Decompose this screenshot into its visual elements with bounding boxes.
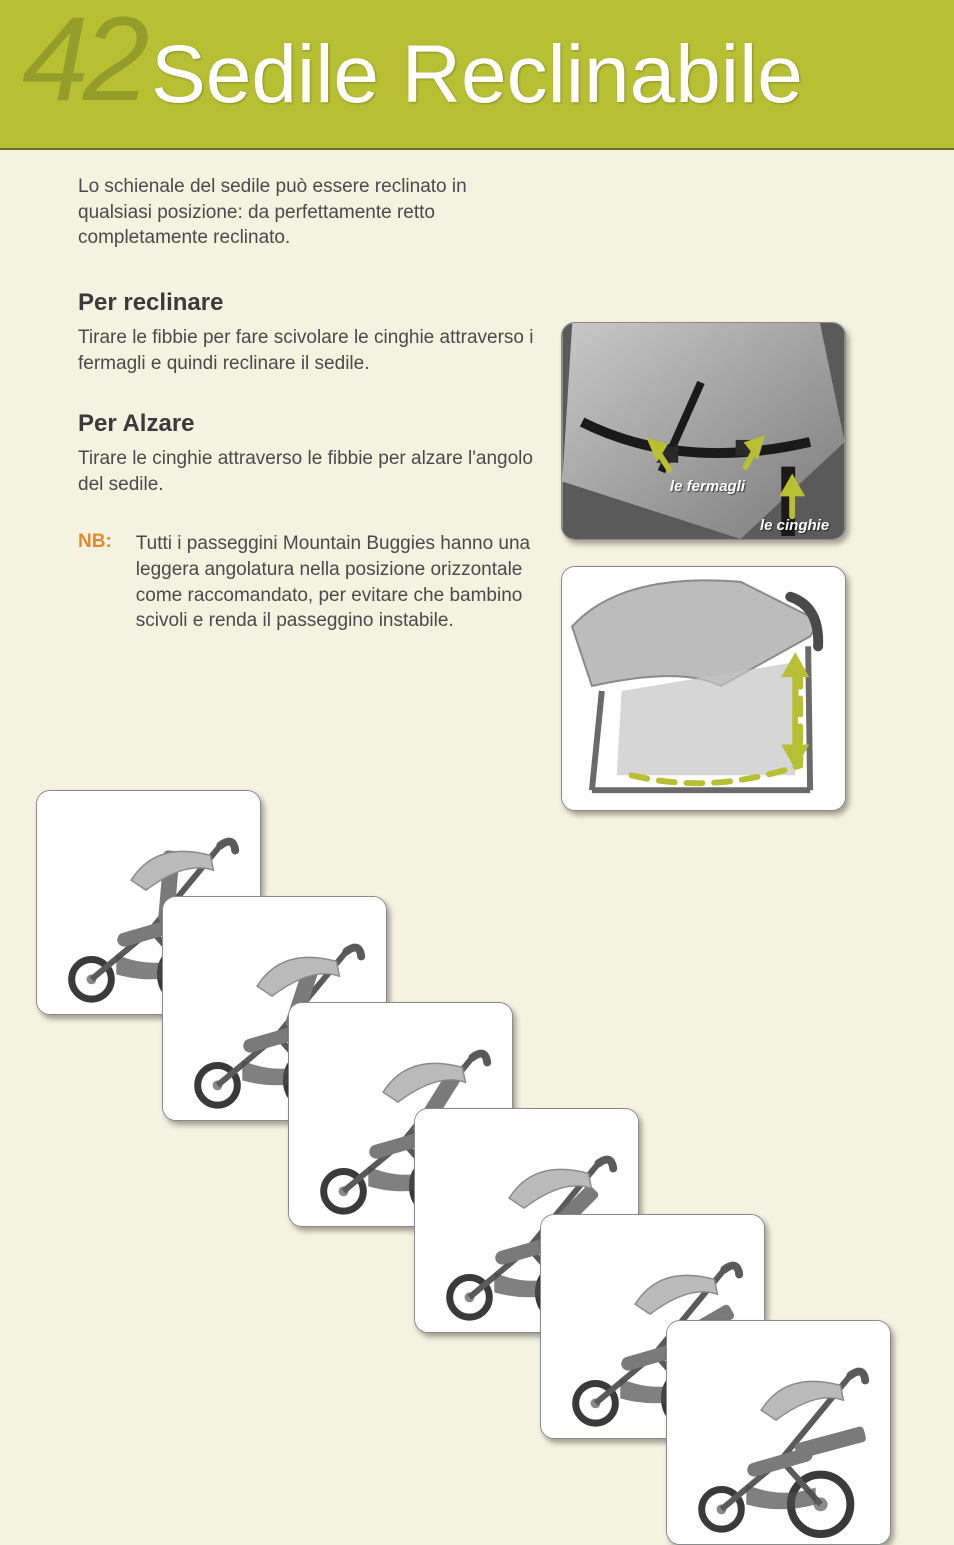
annotation-cinghie: le cinghie	[760, 517, 829, 534]
section-heading-raise: Per Alzare	[78, 410, 538, 438]
intro-paragraph: Lo schienale del sedile può essere recli…	[78, 174, 538, 251]
cascade-tile	[666, 1320, 891, 1545]
section-heading-recline: Per reclinare	[78, 289, 538, 317]
note-label: NB:	[78, 531, 112, 634]
figure-recline-motion	[561, 566, 846, 811]
section-body-raise: Tirare le cinghie attraverso le fibbie p…	[78, 446, 538, 497]
note-block: NB: Tutti i passeggini Mountain Buggies …	[78, 531, 548, 634]
text-column: Lo schienale del sedile può essere recli…	[78, 174, 538, 634]
note-text: Tutti i passeggini Mountain Buggies hann…	[136, 531, 548, 634]
section-body-recline: Tirare le fibbie per fare scivolare le c…	[78, 325, 538, 376]
page-header: 42 Sedile Reclinabile	[0, 0, 954, 150]
page-content: Lo schienale del sedile può essere recli…	[0, 150, 954, 634]
page-title: Sedile Reclinabile	[0, 28, 954, 122]
annotation-fermagli: le fermagli	[670, 478, 745, 495]
figure-seatback-straps: le fermagli le cinghie	[561, 322, 846, 540]
